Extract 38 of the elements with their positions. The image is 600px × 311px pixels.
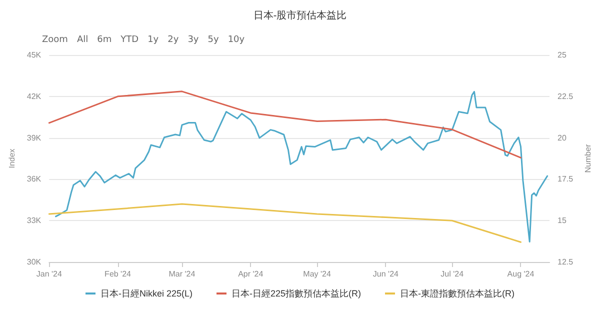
- y-tick-label: 33K: [26, 216, 42, 226]
- text: 5y: [208, 35, 219, 45]
- chart-title: 日本-股市預估本益比: [253, 10, 347, 22]
- x-tick-label: Jul '24: [440, 270, 464, 278]
- y2-tick-label: 15: [558, 216, 567, 226]
- y-tick-label: 39K: [26, 133, 42, 142]
- x-tick-label: Feb '24: [104, 270, 132, 278]
- y2-axis-title: Number: [584, 144, 592, 173]
- line-series: [48, 90, 522, 158]
- x-tick-label: Jun '24: [372, 270, 400, 278]
- y2-tick-label: 12.5: [558, 258, 574, 266]
- legend-label: 日本-東證指數預估本益比(R): [400, 288, 515, 298]
- y-tick-label: 45K: [26, 50, 42, 60]
- text: All: [76, 35, 88, 45]
- y2-tick-label: 25: [558, 50, 567, 60]
- line-series: [48, 203, 522, 243]
- line-series: [55, 90, 548, 242]
- y-axis-title: Index: [8, 148, 16, 168]
- text: 2y: [168, 35, 179, 45]
- text: 6m: [97, 35, 112, 45]
- x-tick-label: Mar '24: [168, 270, 196, 278]
- text: 1y: [148, 35, 159, 45]
- text: 3y: [188, 35, 199, 45]
- x-tick-label: Apr '24: [238, 270, 264, 278]
- x-tick-label: Jan '24: [36, 270, 62, 278]
- y-tick-label: 30K: [26, 258, 42, 266]
- x-tick-label: Aug '24: [507, 270, 535, 278]
- text: Zoom: [42, 35, 68, 45]
- legend-label: 日本-日經225指數預估本益比(R): [232, 288, 362, 298]
- text: YTD: [120, 35, 139, 45]
- y-tick-label: 36K: [26, 174, 42, 184]
- legend-label: 日本-日經Nikkei 225(L): [100, 288, 193, 298]
- y2-tick-label: 22.5: [558, 92, 574, 101]
- y2-tick-label: 20: [558, 133, 567, 142]
- text: 10y: [228, 35, 245, 45]
- y2-tick-label: 17.5: [558, 174, 574, 184]
- y-tick-label: 42K: [26, 92, 42, 101]
- x-tick-label: May '24: [303, 270, 332, 278]
